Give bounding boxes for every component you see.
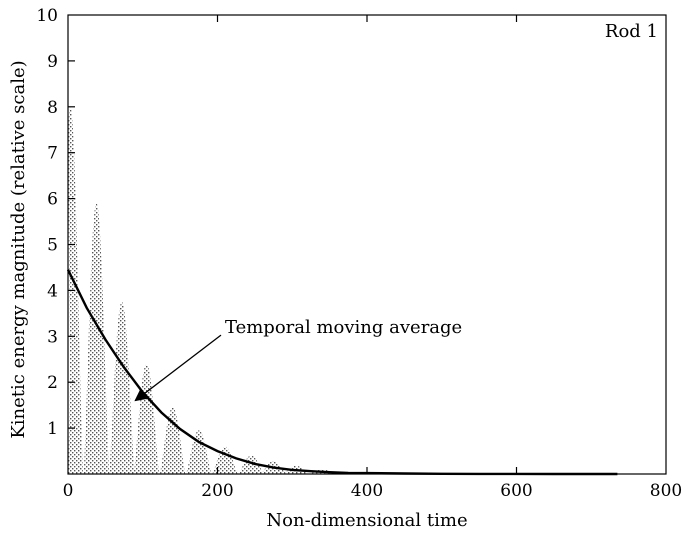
y-tick-label: 4	[47, 281, 58, 301]
fluctuation-lobe	[238, 455, 264, 474]
x-tick-label: 400	[351, 481, 383, 501]
x-tick-label: 200	[201, 481, 233, 501]
x-axis-ticks: 0 200 400 600 800	[63, 15, 682, 501]
fluctuation-lobe	[83, 203, 110, 474]
y-tick-label: 7	[47, 144, 58, 164]
fluctuation-lobe	[133, 363, 160, 474]
y-axis-title: Kinetic energy magnitude (relative scale…	[8, 60, 29, 438]
y-tick-label: 3	[47, 327, 58, 347]
y-tick-label: 9	[47, 52, 58, 72]
plot-area	[66, 106, 618, 476]
fluctuating-energy-fill	[68, 106, 388, 475]
x-tick-label: 600	[500, 481, 532, 501]
fluctuation-lobe	[186, 430, 212, 474]
fluctuation-lobe	[109, 301, 135, 474]
y-tick-label: 5	[47, 236, 58, 256]
annotation-arrow	[134, 334, 222, 402]
fluctuation-lobe	[212, 446, 238, 474]
plot-frame	[67, 14, 667, 475]
x-tick-label: 0	[63, 481, 74, 501]
panel-label: Rod 1	[605, 21, 658, 42]
y-tick-label: 6	[47, 190, 58, 210]
y-tick-label: 1	[47, 419, 58, 439]
y-axis-ticks: 1 2 3 4 5 6 7 8 9 10	[36, 6, 75, 439]
y-tick-label: 10	[36, 6, 58, 26]
annotation-label: Temporal moving average	[225, 317, 462, 338]
fluctuation-lobe	[159, 407, 186, 474]
x-tick-label: 800	[650, 481, 682, 501]
y-tick-label: 2	[47, 373, 58, 393]
y-tick-label: 8	[47, 98, 58, 118]
x-axis-title: Non-dimensional time	[266, 510, 467, 531]
